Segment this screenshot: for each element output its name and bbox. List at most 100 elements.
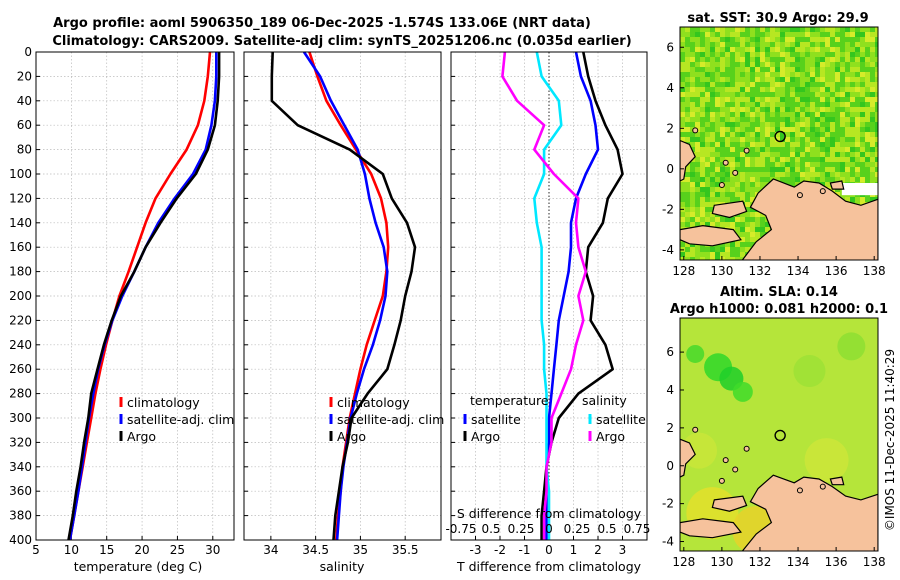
sst-cell bbox=[685, 222, 690, 227]
sst-cell bbox=[695, 187, 700, 192]
sst-cell bbox=[840, 102, 845, 107]
sst-cell bbox=[825, 87, 830, 92]
sst-cell bbox=[870, 92, 875, 97]
sst-cell bbox=[875, 52, 878, 57]
sst-cell bbox=[730, 132, 735, 137]
sst-cell bbox=[685, 117, 690, 122]
sst-cell bbox=[765, 37, 770, 42]
sst-cell bbox=[780, 62, 785, 67]
sst-cell bbox=[680, 87, 685, 92]
sst-cell bbox=[685, 197, 690, 202]
sst-cell bbox=[720, 47, 725, 52]
sst-cell bbox=[850, 152, 855, 157]
sst-cell bbox=[815, 107, 820, 112]
sst-cell bbox=[700, 222, 705, 227]
sst-cell bbox=[735, 67, 740, 72]
sst-cell bbox=[725, 27, 730, 32]
sst-cell bbox=[855, 62, 860, 67]
sst-cell bbox=[690, 257, 695, 260]
lon-tick-label: 138 bbox=[863, 264, 886, 278]
sst-cell bbox=[690, 222, 695, 227]
sst-cell bbox=[810, 67, 815, 72]
sst-cell bbox=[720, 97, 725, 102]
sst-cell bbox=[810, 117, 815, 122]
sst-cell bbox=[860, 177, 865, 182]
sst-cell bbox=[820, 137, 825, 142]
sst-cell bbox=[780, 162, 785, 167]
sst-cell bbox=[785, 67, 790, 72]
sst-cell bbox=[720, 252, 725, 257]
sst-cell bbox=[745, 167, 750, 172]
sst-cell bbox=[740, 247, 745, 252]
sst-cell bbox=[815, 97, 820, 102]
sst-cell bbox=[805, 37, 810, 42]
axes-frame bbox=[450, 51, 648, 541]
sst-cell bbox=[760, 42, 765, 47]
sst-cell bbox=[855, 67, 860, 72]
sst-cell bbox=[720, 142, 725, 147]
sst-cell bbox=[760, 87, 765, 92]
sst-cell bbox=[815, 77, 820, 82]
sst-cell bbox=[755, 42, 760, 47]
sst-cell bbox=[710, 187, 715, 192]
legend-label: Argo bbox=[337, 429, 366, 444]
sst-cell bbox=[845, 162, 850, 167]
sst-cell bbox=[710, 177, 715, 182]
sst-cell bbox=[700, 67, 705, 72]
sst-cell bbox=[765, 137, 770, 142]
sst-cell bbox=[715, 42, 720, 47]
sst-cell bbox=[795, 117, 800, 122]
sst-cell bbox=[850, 77, 855, 82]
sst-cell bbox=[745, 182, 750, 187]
sst-cell bbox=[775, 82, 780, 87]
sst-cell bbox=[680, 52, 685, 57]
sst-cell bbox=[830, 42, 835, 47]
sst-cell bbox=[815, 72, 820, 77]
sst-cell bbox=[845, 167, 850, 172]
sst-cell bbox=[750, 72, 755, 77]
sst-cell bbox=[830, 47, 835, 52]
top-tick-label: 0.5 bbox=[597, 522, 616, 536]
sst-cell bbox=[770, 97, 775, 102]
sst-cell bbox=[755, 217, 760, 222]
sst-cell bbox=[725, 117, 730, 122]
sst-cell bbox=[820, 157, 825, 162]
sst-cell bbox=[695, 157, 700, 162]
sst-cell bbox=[690, 207, 695, 212]
sst-cell bbox=[690, 27, 695, 32]
sst-cell bbox=[700, 27, 705, 32]
sst-map-title: sat. SST: 30.9 Argo: 29.9 bbox=[687, 11, 868, 26]
sst-cell bbox=[740, 122, 745, 127]
sst-cell bbox=[830, 132, 835, 137]
sst-cell bbox=[750, 192, 755, 197]
sst-cell bbox=[805, 167, 810, 172]
sst-cell bbox=[840, 157, 845, 162]
sst-cell bbox=[855, 122, 860, 127]
sst-cell bbox=[720, 137, 725, 142]
sst-cell bbox=[865, 87, 870, 92]
sst-cell bbox=[745, 187, 750, 192]
sst-cell bbox=[865, 132, 870, 137]
sst-cell bbox=[755, 142, 760, 147]
sst-cell bbox=[730, 167, 735, 172]
sst-cell bbox=[835, 77, 840, 82]
series-line-climatology bbox=[68, 51, 212, 541]
sst-cell bbox=[875, 157, 878, 162]
sst-cell bbox=[745, 107, 750, 112]
map-frame bbox=[679, 26, 879, 261]
sst-cell bbox=[870, 37, 875, 42]
sst-cell bbox=[800, 167, 805, 172]
sst-cell bbox=[810, 162, 815, 167]
sst-cell bbox=[800, 42, 805, 47]
sst-cell bbox=[755, 92, 760, 97]
sst-cell bbox=[800, 72, 805, 77]
sst-cell bbox=[810, 87, 815, 92]
sst-cell bbox=[765, 222, 770, 227]
sst-cell bbox=[760, 232, 765, 237]
sst-cell bbox=[700, 42, 705, 47]
sst-cell bbox=[795, 102, 800, 107]
sst-cell bbox=[725, 72, 730, 77]
sst-cell bbox=[705, 172, 710, 177]
sst-cell bbox=[715, 152, 720, 157]
sst-cell bbox=[825, 157, 830, 162]
